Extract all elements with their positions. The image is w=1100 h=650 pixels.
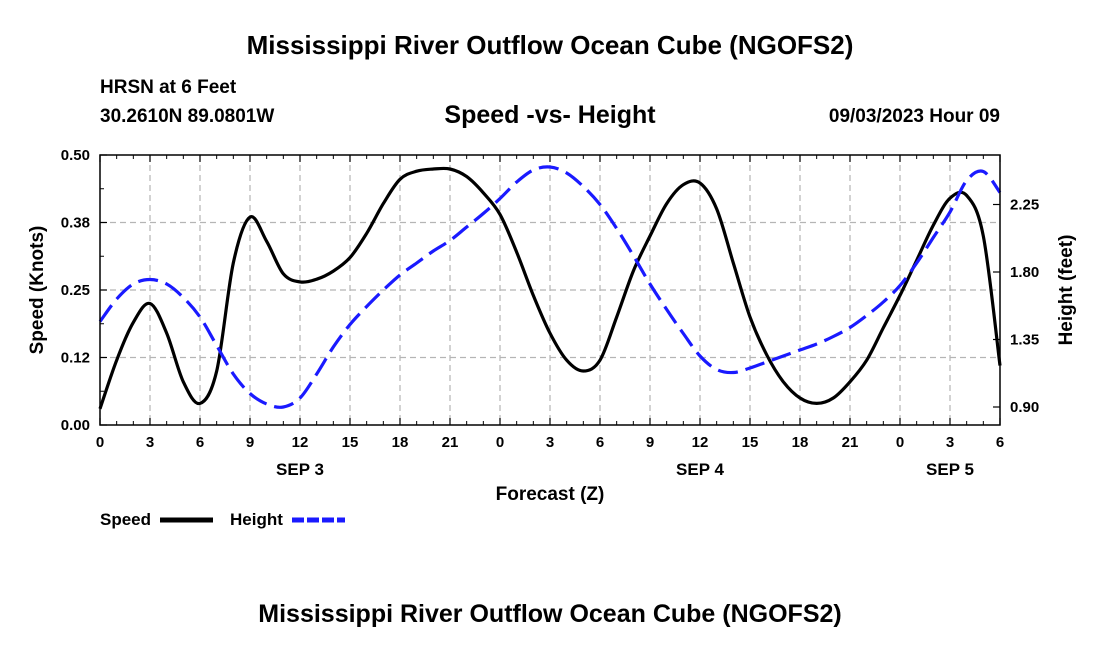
legend-speed-label: Speed [100,510,151,529]
day-label: SEP 5 [926,460,974,479]
grid-lines [100,155,1000,425]
station-label: HRSN at 6 Feet [100,77,237,98]
x-tick-label: 12 [692,434,709,451]
page-title: Mississippi River Outflow Ocean Cube (NG… [246,30,854,60]
y-left-tick-label: 0.50 [61,147,90,164]
x-tick-label: 0 [96,434,104,451]
y-right-tick-label: 2.25 [1010,197,1039,214]
forecast-datetime: 09/03/2023 Hour 09 [828,106,1000,127]
series-line-speed [98,166,1002,410]
x-tick-label: 0 [496,434,504,451]
x-tick-label: 18 [392,434,409,451]
y-left-tick-label: 0.38 [61,215,90,232]
x-tick-label: 9 [646,434,654,451]
x-tick-label: 21 [842,434,859,451]
day-label: SEP 4 [676,460,724,479]
x-tick-label: 15 [742,434,759,451]
x-tick-label: 18 [792,434,809,451]
chart-title: Speed -vs- Height [444,101,656,129]
axis-layer: 0 3 6 9 12 15 18 21 0 3 6 9 12 15 18 21 0 3 6 SEP 3 SEP 4 SEP… [61,147,1039,479]
y-axis-right-label: Height (feet) [1056,235,1077,346]
x-tick-label: 0 [896,434,904,451]
y-right-tick-label: 0.90 [1010,399,1039,416]
y-left-tick-label: 0.12 [61,350,90,367]
x-axis-label: Forecast (Z) [496,484,605,505]
station-coordinates: 30.2610N 89.0801W [100,106,275,127]
series-line-height [98,165,1002,409]
series-layer [98,165,1002,410]
x-tick-label: 3 [146,434,154,451]
x-tick-label: 6 [996,434,1004,451]
y-left-tick-label: 0.00 [61,417,90,434]
legend-height-label: Height [230,510,283,529]
x-tick-label: 6 [596,434,604,451]
footer-title: Mississippi River Outflow Ocean Cube (NG… [258,600,842,628]
x-tick-label: 3 [946,434,954,451]
y-left-tick-label: 0.25 [61,282,90,299]
x-tick-label: 15 [342,434,359,451]
y-right-tick-label: 1.80 [1010,264,1039,281]
x-tick-label: 6 [196,434,204,451]
x-tick-label: 12 [292,434,309,451]
legend: Speed Height [100,510,345,529]
x-tick-label: 21 [442,434,459,451]
y-right-tick-label: 1.35 [1010,332,1039,349]
y-axis-left-label: Speed (Knots) [27,226,48,355]
day-label: SEP 3 [276,460,324,479]
x-tick-label: 9 [246,434,254,451]
speed-height-chart: 0 3 6 9 12 15 18 21 0 3 6 9 12 15 18 21 0 3 6 SEP 3 SEP 4 SEP… [27,147,1077,529]
x-tick-label: 3 [546,434,554,451]
